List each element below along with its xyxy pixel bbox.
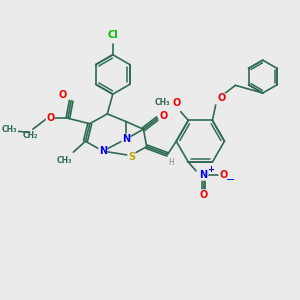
Text: S: S [128,152,135,162]
Text: O: O [172,98,180,108]
Text: H: H [168,158,174,166]
Text: O: O [219,170,227,180]
Text: O: O [159,111,167,121]
Text: N: N [99,146,107,156]
Text: Cl: Cl [107,30,118,40]
Text: N: N [122,134,130,144]
Text: +: + [207,165,214,174]
Text: CH₂: CH₂ [23,131,38,140]
Text: O: O [58,90,67,100]
Text: −: − [226,175,236,184]
Text: CH₃: CH₃ [57,156,72,165]
Text: O: O [46,113,55,123]
Text: O: O [200,190,208,200]
Text: O: O [217,94,225,103]
Text: CH₃: CH₃ [2,125,18,134]
Text: CH₃: CH₃ [154,98,170,107]
Text: N: N [200,170,208,180]
